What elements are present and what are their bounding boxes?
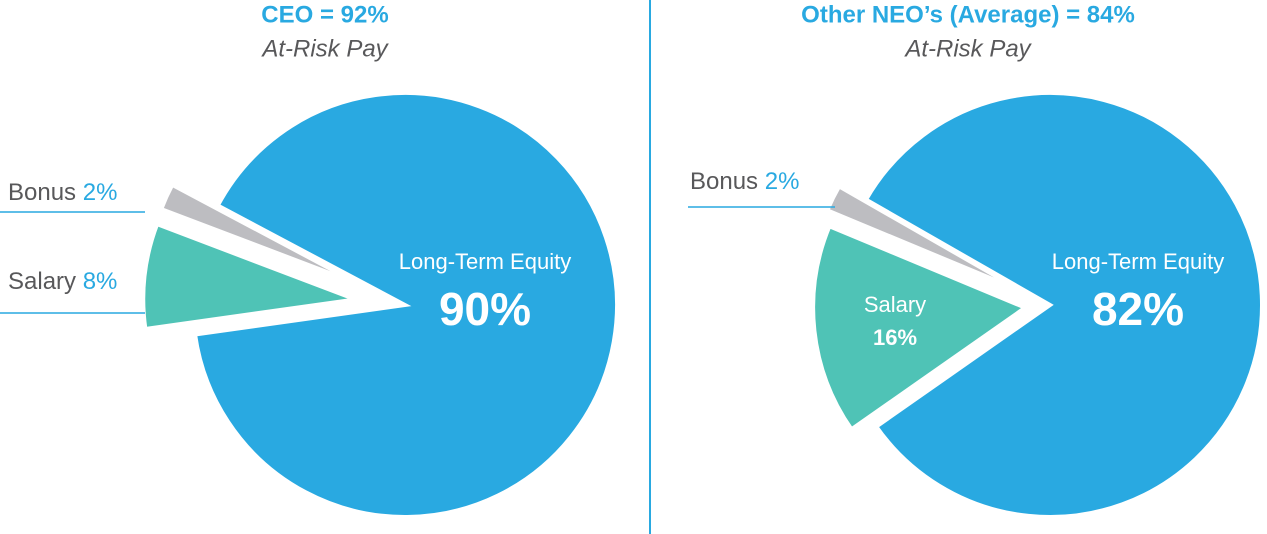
pie-slice bbox=[863, 91, 1264, 519]
slice-label: Salary 8% bbox=[8, 268, 117, 295]
chart-title: Other NEO’s (Average) = 84% bbox=[801, 1, 1135, 28]
slice-value: 16% bbox=[873, 325, 917, 350]
chart-title: CEO = 92% bbox=[261, 1, 388, 28]
slice-value: 2% bbox=[765, 168, 800, 195]
pie-slice bbox=[811, 223, 1030, 433]
slice-category: Salary bbox=[8, 268, 76, 295]
pie-slice bbox=[158, 182, 361, 287]
slice-label: Bonus 2% bbox=[8, 179, 117, 206]
slice-label: Bonus 2% bbox=[690, 168, 799, 195]
slice-category: Bonus bbox=[690, 168, 758, 195]
pie-slice bbox=[141, 221, 357, 332]
slice-category: Bonus bbox=[8, 179, 76, 206]
pie-slice bbox=[192, 91, 619, 519]
slice-value: 2% bbox=[83, 179, 118, 206]
slice-label: Long-Term Equity bbox=[399, 249, 571, 274]
chart-subtitle: At-Risk Pay bbox=[260, 35, 389, 62]
slice-label: Salary bbox=[864, 292, 926, 317]
slice-value: 8% bbox=[83, 268, 118, 295]
pie-slice bbox=[824, 183, 1025, 294]
slice-label: Long-Term Equity bbox=[1052, 249, 1224, 274]
slice-value: 90% bbox=[439, 283, 531, 335]
slice-value: 82% bbox=[1092, 283, 1184, 335]
chart-subtitle: At-Risk Pay bbox=[903, 35, 1032, 62]
